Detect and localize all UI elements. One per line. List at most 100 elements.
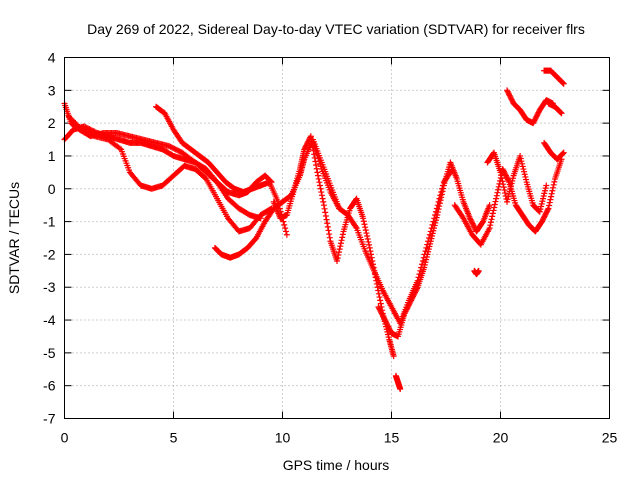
data-point-dense bbox=[314, 152, 321, 159]
y-tick-label: -5 bbox=[43, 345, 56, 361]
data-point-dense bbox=[412, 288, 419, 295]
data-point-dense bbox=[313, 162, 320, 169]
x-axis-label: GPS time / hours bbox=[283, 457, 390, 473]
data-point-dense bbox=[434, 209, 441, 216]
data-point bbox=[390, 353, 397, 360]
data-point-dense bbox=[303, 142, 310, 149]
data-point-dense bbox=[362, 227, 369, 234]
data-point-dense bbox=[499, 178, 506, 185]
data-point-dense bbox=[427, 240, 434, 247]
data-point-dense bbox=[519, 160, 526, 167]
data-point-dense bbox=[557, 109, 564, 116]
data-point-dense bbox=[378, 309, 385, 316]
data-point-dense bbox=[490, 207, 497, 214]
data-point-dense bbox=[507, 93, 514, 100]
data-point-dense bbox=[506, 188, 513, 195]
data-point-dense bbox=[517, 155, 524, 162]
data-point-dense bbox=[365, 238, 372, 245]
y-tick-label: 2 bbox=[48, 115, 56, 131]
data-point-dense bbox=[335, 252, 342, 259]
data-point-dense bbox=[507, 185, 514, 192]
data-point-dense bbox=[540, 214, 547, 221]
y-tick-label: -6 bbox=[43, 378, 56, 394]
data-point-dense bbox=[282, 225, 289, 232]
data-point-dense bbox=[509, 177, 516, 184]
data-point bbox=[560, 80, 567, 87]
data-point-dense bbox=[315, 172, 322, 179]
data-point-dense bbox=[519, 163, 526, 170]
series-trace-n bbox=[541, 67, 567, 87]
data-point-dense bbox=[364, 235, 371, 242]
data-point-dense bbox=[419, 257, 426, 264]
data-point-dense bbox=[436, 200, 443, 207]
data-point-dense bbox=[414, 285, 421, 292]
data-point-dense bbox=[522, 173, 529, 180]
data-point-dense bbox=[75, 122, 82, 129]
data-points bbox=[61, 67, 567, 392]
data-point-dense bbox=[405, 302, 412, 309]
grid bbox=[64, 57, 610, 419]
data-point bbox=[475, 267, 482, 274]
data-point-dense bbox=[402, 309, 409, 316]
series-trace-g bbox=[310, 139, 456, 327]
series-trace-p bbox=[541, 139, 567, 163]
series-trace-k bbox=[451, 156, 565, 248]
data-point-dense bbox=[305, 138, 312, 145]
data-point-dense bbox=[521, 168, 528, 175]
data-point-dense bbox=[547, 196, 554, 203]
data-point-dense bbox=[489, 210, 496, 217]
data-point-dense bbox=[520, 166, 527, 173]
data-point-dense bbox=[523, 176, 530, 183]
data-point-dense bbox=[376, 306, 383, 313]
data-point-dense bbox=[542, 210, 549, 217]
data-point-dense bbox=[337, 243, 344, 250]
y-tick-label: -7 bbox=[43, 411, 56, 427]
data-point-dense bbox=[312, 147, 319, 154]
data-point-dense bbox=[530, 118, 537, 125]
data-point bbox=[408, 297, 415, 304]
data-point-dense bbox=[500, 168, 507, 175]
data-point-dense bbox=[470, 221, 477, 228]
y-tick-label: 4 bbox=[48, 50, 56, 66]
data-point-dense bbox=[323, 216, 330, 223]
data-point-dense bbox=[315, 155, 322, 162]
y-tick-label: -2 bbox=[43, 246, 56, 262]
data-point bbox=[486, 225, 493, 232]
data-point bbox=[301, 146, 308, 153]
data-point bbox=[560, 149, 567, 156]
data-point bbox=[360, 215, 367, 222]
series-trace-l bbox=[484, 149, 550, 215]
data-point-dense bbox=[412, 289, 419, 296]
data-point-dense bbox=[467, 216, 474, 223]
data-point-dense bbox=[491, 204, 498, 211]
data-point bbox=[366, 244, 373, 251]
data-point bbox=[538, 218, 545, 225]
data-point-dense bbox=[319, 195, 326, 202]
data-point-dense bbox=[361, 221, 368, 228]
data-point-dense bbox=[468, 219, 475, 226]
data-point-dense bbox=[534, 110, 541, 117]
data-point-dense bbox=[489, 213, 496, 220]
data-point-dense bbox=[557, 108, 564, 115]
data-point-dense bbox=[378, 310, 385, 317]
data-point-dense bbox=[382, 318, 389, 325]
data-point-dense bbox=[403, 306, 410, 313]
data-point-dense bbox=[281, 221, 288, 228]
data-point-dense bbox=[419, 261, 426, 268]
data-point bbox=[283, 231, 290, 238]
data-point-dense bbox=[318, 189, 325, 196]
data-point-dense bbox=[76, 124, 83, 131]
data-point bbox=[421, 264, 428, 271]
data-point-dense bbox=[539, 217, 546, 224]
data-point-dense bbox=[493, 192, 500, 199]
data-point-dense bbox=[532, 116, 539, 123]
data-point-dense bbox=[167, 143, 174, 150]
data-point-dense bbox=[379, 311, 386, 318]
data-point-dense bbox=[429, 230, 436, 237]
data-point-dense bbox=[322, 209, 329, 216]
data-point-dense bbox=[320, 198, 327, 205]
data-point-dense bbox=[368, 251, 375, 258]
data-point bbox=[499, 166, 506, 173]
data-point-dense bbox=[432, 217, 439, 224]
